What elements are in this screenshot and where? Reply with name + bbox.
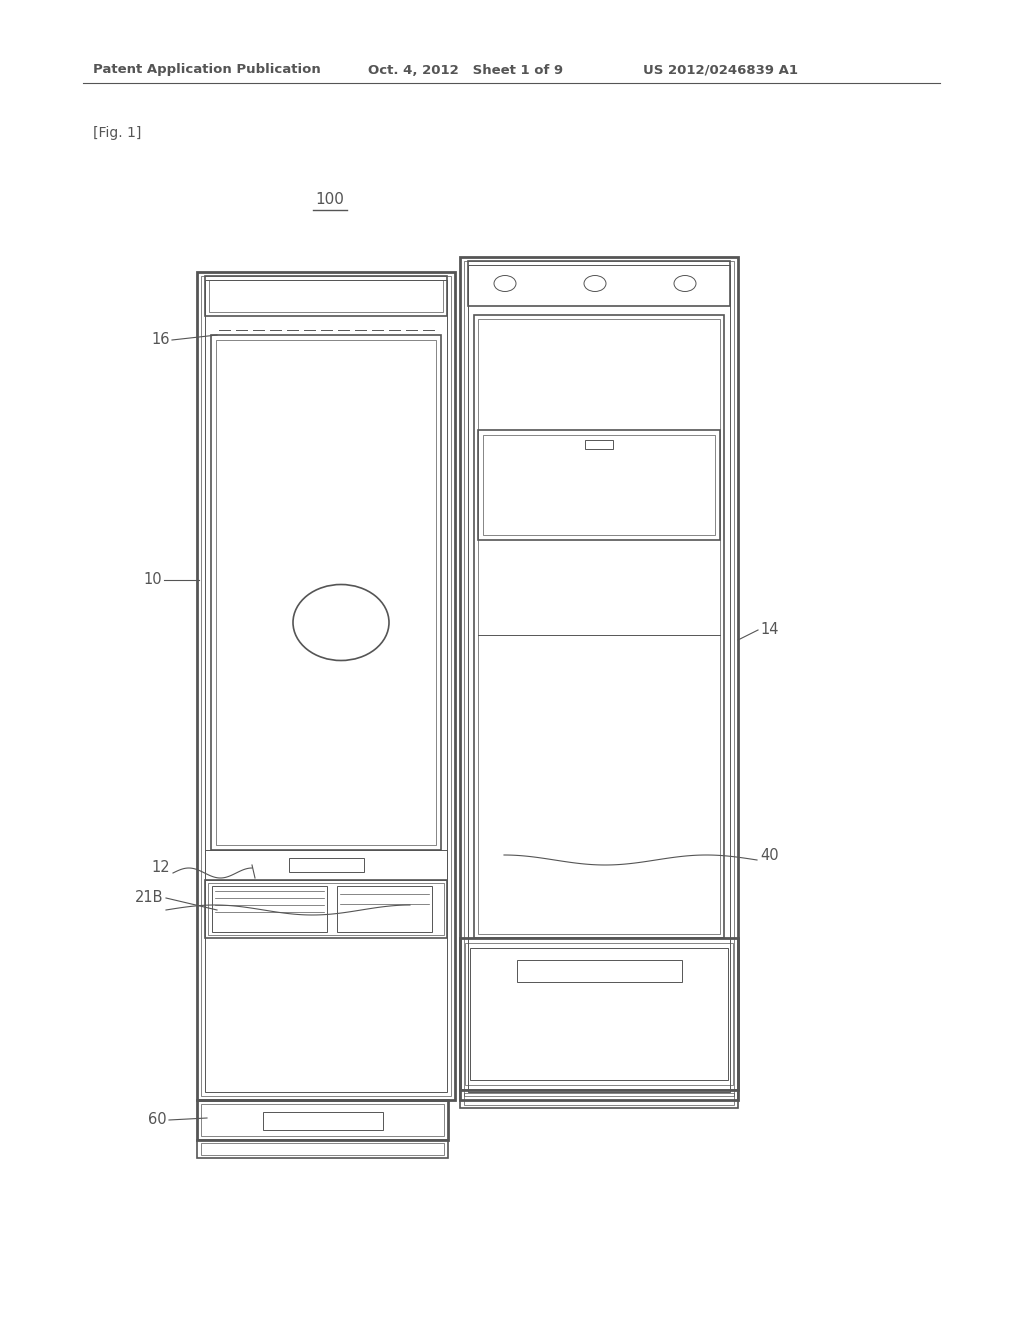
Bar bbox=[205, 880, 447, 939]
Bar bbox=[464, 1093, 734, 1105]
Text: Oct. 4, 2012   Sheet 1 of 9: Oct. 4, 2012 Sheet 1 of 9 bbox=[368, 63, 563, 77]
Bar bbox=[465, 942, 733, 1085]
Bar bbox=[216, 341, 436, 845]
Bar bbox=[470, 948, 728, 1080]
Text: 40: 40 bbox=[760, 847, 778, 862]
Bar bbox=[201, 1143, 444, 1155]
Bar bbox=[208, 883, 444, 935]
Bar bbox=[212, 886, 327, 932]
Bar bbox=[209, 280, 443, 312]
Bar bbox=[262, 1111, 383, 1130]
Bar bbox=[468, 261, 730, 306]
Bar bbox=[289, 858, 364, 873]
Bar bbox=[201, 276, 451, 1096]
Bar bbox=[460, 939, 738, 1090]
Text: US 2012/0246839 A1: US 2012/0246839 A1 bbox=[643, 63, 798, 77]
Bar bbox=[460, 1090, 738, 1107]
Bar bbox=[516, 960, 682, 982]
Text: 12: 12 bbox=[152, 861, 170, 875]
Bar bbox=[483, 436, 715, 535]
Bar bbox=[585, 440, 613, 449]
Bar bbox=[205, 850, 447, 880]
Bar bbox=[197, 1140, 449, 1158]
Text: 10: 10 bbox=[143, 573, 162, 587]
Text: 60: 60 bbox=[148, 1113, 167, 1127]
Text: 14: 14 bbox=[760, 623, 778, 638]
Bar bbox=[205, 280, 447, 1092]
Text: [Fig. 1]: [Fig. 1] bbox=[93, 125, 141, 140]
Text: 21B: 21B bbox=[134, 891, 163, 906]
Bar bbox=[211, 335, 441, 850]
Bar bbox=[197, 272, 455, 1100]
Text: 16: 16 bbox=[152, 333, 170, 347]
Bar bbox=[478, 319, 720, 935]
Bar bbox=[460, 257, 738, 1100]
Bar bbox=[197, 1100, 449, 1140]
Bar bbox=[474, 315, 724, 939]
Bar bbox=[201, 1104, 444, 1137]
Bar bbox=[478, 430, 720, 540]
Text: 100: 100 bbox=[315, 193, 344, 207]
Bar bbox=[464, 261, 734, 1096]
Bar bbox=[205, 276, 447, 315]
Text: Patent Application Publication: Patent Application Publication bbox=[93, 63, 321, 77]
Bar bbox=[468, 265, 730, 1092]
Bar bbox=[337, 886, 432, 932]
